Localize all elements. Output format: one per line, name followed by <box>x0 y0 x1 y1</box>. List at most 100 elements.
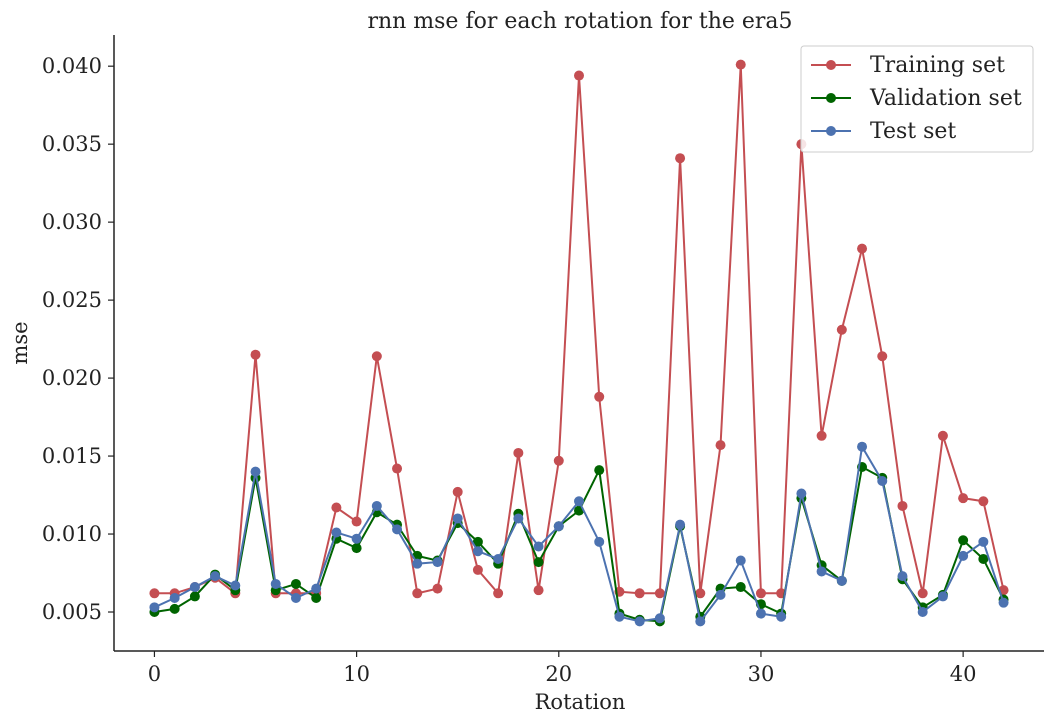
data-point <box>270 578 281 589</box>
axes <box>113 35 1044 652</box>
series-test-set <box>149 441 1009 627</box>
data-point <box>392 463 403 474</box>
series-line <box>154 443 1005 624</box>
data-point <box>189 591 200 602</box>
data-point <box>169 603 180 614</box>
data-point <box>311 583 322 594</box>
plot-area <box>149 59 1009 627</box>
data-point <box>452 513 463 524</box>
data-point <box>594 536 605 547</box>
legend-item: Validation set <box>811 86 1022 111</box>
data-point <box>392 524 403 535</box>
data-point <box>816 430 827 441</box>
data-point <box>189 582 200 593</box>
y-axis-label: mse <box>8 321 32 364</box>
legend-item: Test set <box>811 119 956 144</box>
data-point <box>149 602 160 613</box>
x-tick-label: 0 <box>148 662 161 686</box>
x-tick-label: 10 <box>343 662 370 686</box>
data-point <box>472 564 483 575</box>
data-point <box>533 541 544 552</box>
data-point <box>958 493 969 504</box>
data-point <box>513 447 524 458</box>
data-point <box>594 391 605 402</box>
data-point <box>472 546 483 557</box>
data-point <box>937 430 948 441</box>
legend: Training set Validation set Test set <box>800 45 1034 153</box>
y-axis-ticks: 0.005 0.010 0.015 0.020 0.025 0.030 0.035 0.040 <box>42 54 114 624</box>
data-point <box>634 588 645 599</box>
y-tick-label: 0.015 <box>42 444 102 468</box>
data-point <box>654 588 665 599</box>
y-tick-label: 0.035 <box>42 132 102 156</box>
data-point <box>634 616 645 627</box>
legend-label: Validation set <box>869 86 1022 111</box>
data-point <box>290 592 301 603</box>
data-point <box>675 519 686 530</box>
data-point <box>574 70 584 81</box>
data-point <box>614 611 625 622</box>
data-point <box>351 516 362 527</box>
x-tick-label: 30 <box>748 662 775 686</box>
data-point <box>958 550 969 561</box>
data-point <box>149 588 160 599</box>
data-point <box>796 488 807 499</box>
data-point <box>735 555 746 566</box>
data-point <box>513 513 524 524</box>
data-point <box>675 153 686 164</box>
data-point <box>715 589 726 600</box>
legend-box <box>800 45 1034 153</box>
data-point <box>594 465 605 476</box>
data-point <box>432 583 443 594</box>
data-point <box>472 536 483 547</box>
data-point <box>978 496 989 507</box>
data-point <box>755 608 766 619</box>
data-point <box>230 580 241 591</box>
x-axis-label: Rotation <box>535 690 626 714</box>
data-point <box>836 324 847 335</box>
data-point <box>695 588 706 599</box>
data-point <box>735 582 746 593</box>
chart-title: rnn mse for each rotation for the era5 <box>367 9 792 34</box>
data-point <box>937 591 948 602</box>
data-point <box>776 611 787 622</box>
data-point <box>978 553 989 564</box>
data-point <box>735 59 746 70</box>
data-point <box>250 349 261 360</box>
data-point <box>331 527 342 538</box>
data-point <box>169 592 180 603</box>
data-point <box>877 476 888 487</box>
data-point <box>917 607 928 618</box>
y-tick-label: 0.040 <box>42 54 102 78</box>
y-tick-label: 0.030 <box>42 210 102 234</box>
data-point <box>978 536 989 547</box>
data-point <box>452 486 463 497</box>
legend-item: Training set <box>811 53 1005 78</box>
data-point <box>331 502 342 513</box>
data-point <box>998 597 1009 608</box>
data-point <box>533 557 544 568</box>
data-point <box>958 535 969 546</box>
legend-label: Test set <box>870 119 956 144</box>
data-point <box>877 351 888 362</box>
y-tick-label: 0.005 <box>42 600 102 624</box>
data-point <box>917 588 928 599</box>
data-point <box>897 500 908 511</box>
data-point <box>897 571 908 582</box>
data-point <box>250 466 261 477</box>
data-point <box>836 575 847 586</box>
data-point <box>432 557 443 568</box>
x-tick-label: 40 <box>950 662 977 686</box>
legend-marker <box>826 93 836 103</box>
data-point <box>755 588 766 599</box>
data-point <box>493 553 504 564</box>
data-point <box>533 585 544 596</box>
data-point <box>412 558 423 569</box>
y-tick-label: 0.010 <box>42 522 102 546</box>
data-point <box>715 440 726 451</box>
data-point <box>816 566 827 577</box>
x-tick-label: 20 <box>545 662 572 686</box>
legend-marker <box>826 60 836 70</box>
data-point <box>553 455 564 466</box>
